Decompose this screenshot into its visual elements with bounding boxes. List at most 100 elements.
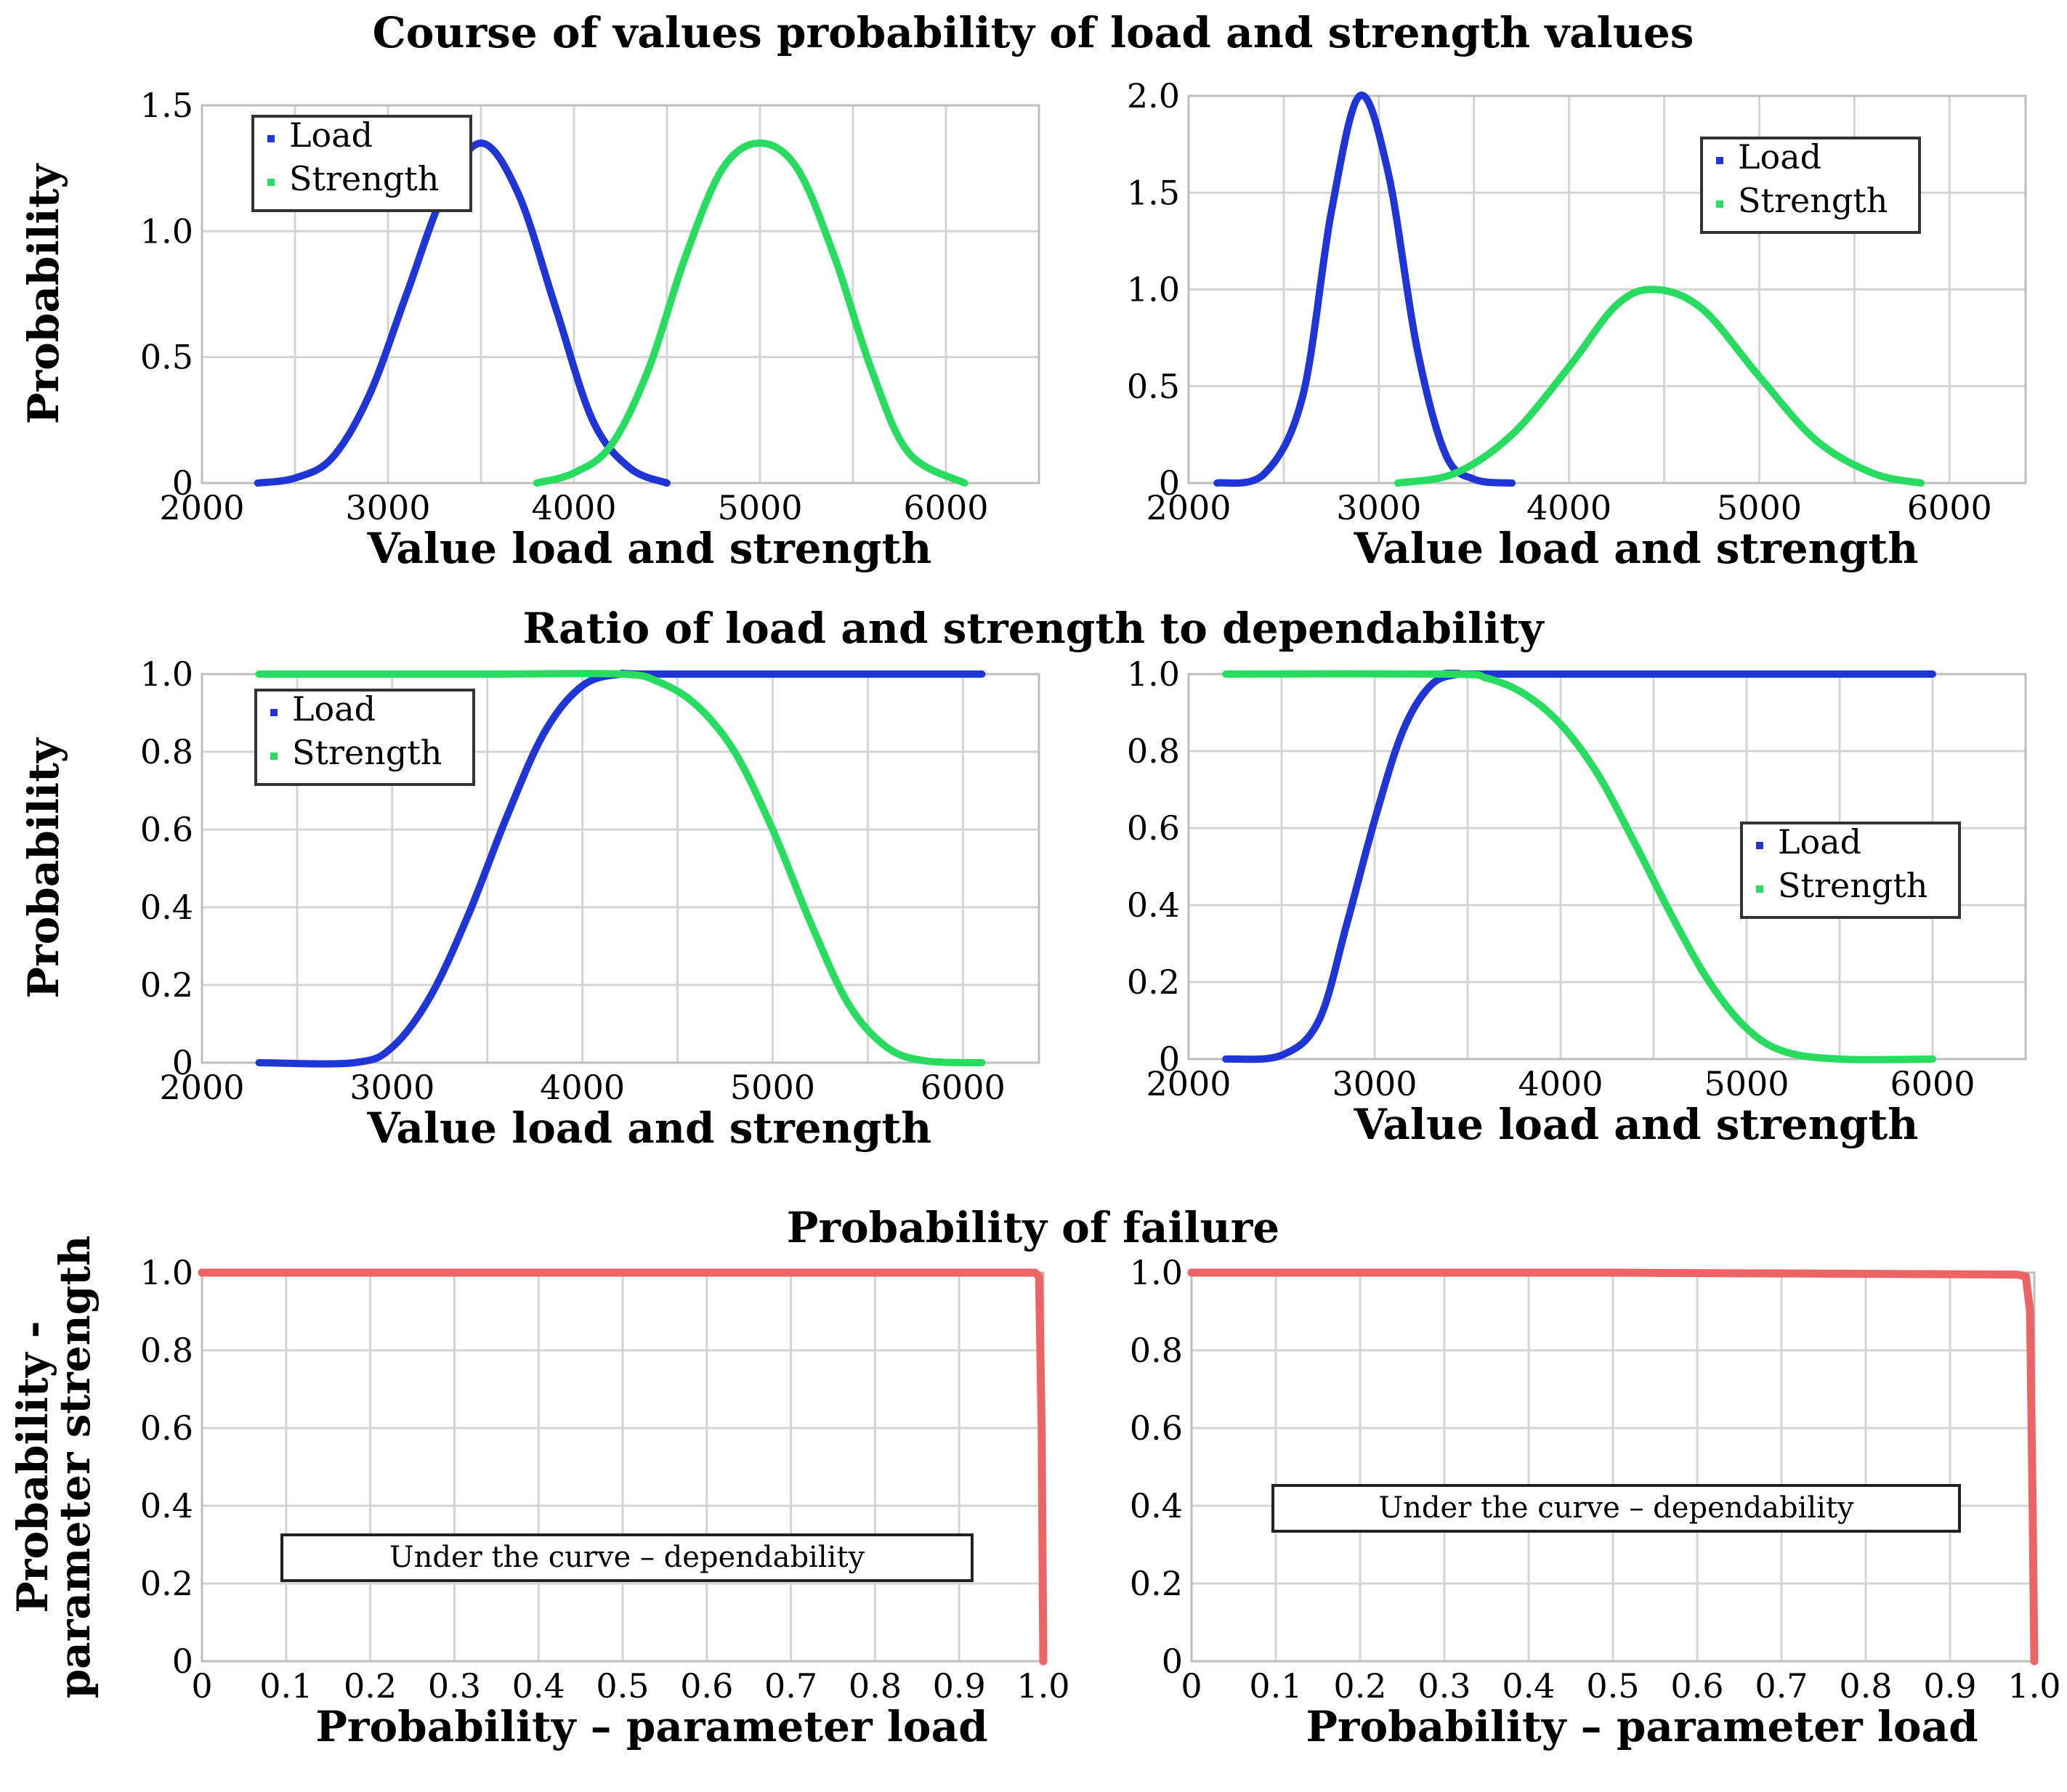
cdf-right-point-strength	[1595, 771, 1601, 777]
failure-left-xtick-label: 0.4	[512, 1666, 565, 1706]
cdf-right-legend: Load Strength	[1740, 822, 1961, 919]
cdf-left-point-strength	[807, 920, 814, 926]
cdf-left-legend-marker-load	[270, 709, 278, 716]
failure-right-point-failure	[2029, 1503, 2036, 1509]
cdf-left-point-strength	[883, 1044, 890, 1050]
pdf-left-point-strength	[868, 367, 875, 373]
chart-failure-left: 0 0.1 0.2 0.3 0.4 0.5 0.6 0.7 0.8 0.9 1.0 0 0.2 0.4 0.…	[8, 1236, 1070, 1751]
cdf-left-point-load	[655, 671, 662, 677]
cdf-left-ytick-label: 0.8	[140, 732, 193, 771]
cdf-left-point-strength	[732, 749, 738, 755]
pdf-right-point-load	[1385, 170, 1391, 177]
pdf-left-frame	[201, 104, 1040, 485]
pdf-right-point-load	[1300, 393, 1306, 400]
pdf-left-point-load	[366, 392, 373, 398]
failure-left-point-failure	[1038, 1425, 1045, 1431]
pdf-left-point-strength	[794, 165, 801, 171]
failure-right-xtick-label: 0.2	[1333, 1666, 1386, 1706]
pdf-right-legend-box	[1700, 137, 1921, 234]
cdf-left-ylabel: Probability	[19, 737, 68, 998]
cdf-left-legend-label-load: Load	[292, 689, 376, 729]
pdf-left-xtick-label: 3000	[345, 488, 430, 527]
chart-failure-right: 0 0.1 0.2 0.3 0.4 0.5 0.6 0.7 0.8 0.9 1.0 0 0.2 0.4 0.…	[1130, 1253, 2061, 1751]
failure-left-ytick-label: 1.0	[140, 1253, 193, 1292]
pdf-right-xtick-label: 2000	[1146, 488, 1231, 527]
cdf-left-point-strength	[921, 1058, 928, 1064]
pdf-left-point-load	[478, 140, 484, 146]
pdf-left-xlabel: Value load and strength	[367, 524, 932, 573]
failure-right-point-failure	[2014, 1271, 2021, 1278]
cdf-right-xtick-label: 2000	[1146, 1064, 1231, 1103]
pdf-right-ytick-label: 1.5	[1127, 173, 1180, 212]
pdf-right-legend-label-load: Load	[1738, 137, 1821, 177]
pdf-right-ytick-label: 0.5	[1127, 367, 1180, 406]
pdf-left-point-strength	[682, 254, 689, 259]
pdf-right-legend: Load Strength	[1700, 137, 1921, 234]
failure-right-xtick-label: 0.5	[1586, 1666, 1639, 1706]
cdf-left-point-strength	[769, 827, 776, 832]
failure-right-xtick-label: 0.6	[1670, 1666, 1723, 1706]
cdf-left-ytick-label: 1.0	[140, 654, 193, 694]
failure-right-xtick-label: 0.4	[1502, 1666, 1555, 1706]
failure-right-ytick-label: 1.0	[1130, 1253, 1183, 1292]
failure-left-ytick-label: 0.2	[140, 1564, 193, 1603]
chart-cdf-right: 2000 3000 4000 5000 6000 0 0.2 0.4 0.6 0.8 1.0 Valu…	[1127, 654, 2027, 1149]
cdf-left-point-strength	[484, 671, 490, 677]
failure-left-point-failure	[1032, 1270, 1038, 1276]
cdf-left-point-load	[979, 671, 985, 677]
failure-left-xtick-label: 0.6	[680, 1666, 733, 1706]
pdf-right-legend-marker-load	[1716, 157, 1723, 164]
cdf-right-point-strength	[1781, 1048, 1787, 1055]
cdf-left-ytick-label: 0.2	[140, 965, 193, 1005]
failure-left-xtick-label: 1.0	[1016, 1666, 1069, 1706]
pdf-right-frame	[1187, 94, 2027, 485]
cdf-right-point-load	[1316, 1018, 1322, 1023]
pdf-right-point-load	[1442, 451, 1449, 458]
failure-left-point-failure	[1036, 1273, 1043, 1280]
pdf-right-point-strength	[1651, 286, 1658, 293]
failure-right-xtick-label: 0	[1181, 1666, 1202, 1706]
cdf-right-point-strength	[1837, 1056, 1842, 1062]
failure-left-ytick-label: 0.6	[140, 1408, 193, 1448]
failure-left-ytick-label: 0.8	[140, 1331, 193, 1370]
failure-left-xtick-label: 0.2	[344, 1666, 397, 1706]
pdf-right-point-strength	[1870, 470, 1877, 477]
cdf-right-xtick-label: 3000	[1332, 1064, 1417, 1103]
failure-right-xtick-label: 0.7	[1755, 1666, 1808, 1706]
pdf-right-xlabel: Value load and strength	[1354, 524, 1919, 573]
failure-right-xlabel: Probability – parameter load	[1306, 1702, 1978, 1751]
cdf-right-point-load	[1223, 1056, 1229, 1062]
failure-right-ytick-label: 0.6	[1130, 1408, 1183, 1448]
cdf-right-point-load	[1427, 682, 1433, 689]
pdf-right-point-load	[1471, 476, 1477, 482]
pdf-right-point-strength	[1699, 306, 1705, 312]
failure-right-ytick-label: 0.4	[1130, 1486, 1183, 1525]
row1-title: Course of values probability of load and…	[373, 8, 1694, 57]
chart-cdf-left: 2000 3000 4000 5000 6000 0 0.2 0.4 0.6 0.8 1.0 Valu…	[19, 654, 1040, 1153]
cdf-left-point-load	[465, 912, 472, 918]
cdf-right-point-strength	[1632, 840, 1638, 847]
failure-left-xtick-label: 0	[191, 1666, 212, 1706]
pdf-left-series-strength	[533, 139, 968, 487]
pdf-left-point-strength	[608, 442, 615, 448]
pdf-right-point-strength	[1918, 480, 1924, 486]
cdf-right-point-strength	[1483, 675, 1489, 681]
pdf-left-ytick-label: 0	[172, 463, 193, 503]
cdf-left-xtick-label: 3000	[349, 1068, 434, 1107]
cdf-left-legend: Load Strength	[254, 689, 475, 786]
pdf-right-xtick-label: 6000	[1907, 488, 1992, 527]
chart-pdf-right: 2000 3000 4000 5000 6000 0 0.5 1.0 1.5 2.0 Value l…	[1127, 76, 2027, 573]
pdf-right-point-load	[1509, 480, 1516, 486]
failure-left-xtick-label: 0.8	[849, 1666, 902, 1706]
failure-right-point-failure	[1189, 1270, 1194, 1276]
pdf-left-point-load	[552, 304, 559, 310]
pdf-left-point-strength	[831, 254, 838, 259]
pdf-left-point-load	[254, 480, 261, 486]
cdf-right-ytick-label: 0.6	[1127, 808, 1180, 848]
pdf-left-point-strength	[571, 470, 577, 477]
cdf-left-xtick-label: 5000	[730, 1068, 815, 1107]
pdf-left-legend-box	[251, 115, 472, 212]
cdf-left-point-strength	[256, 671, 262, 677]
pdf-right-point-strength	[1509, 431, 1516, 438]
failure-left-point-failure	[199, 1270, 205, 1276]
